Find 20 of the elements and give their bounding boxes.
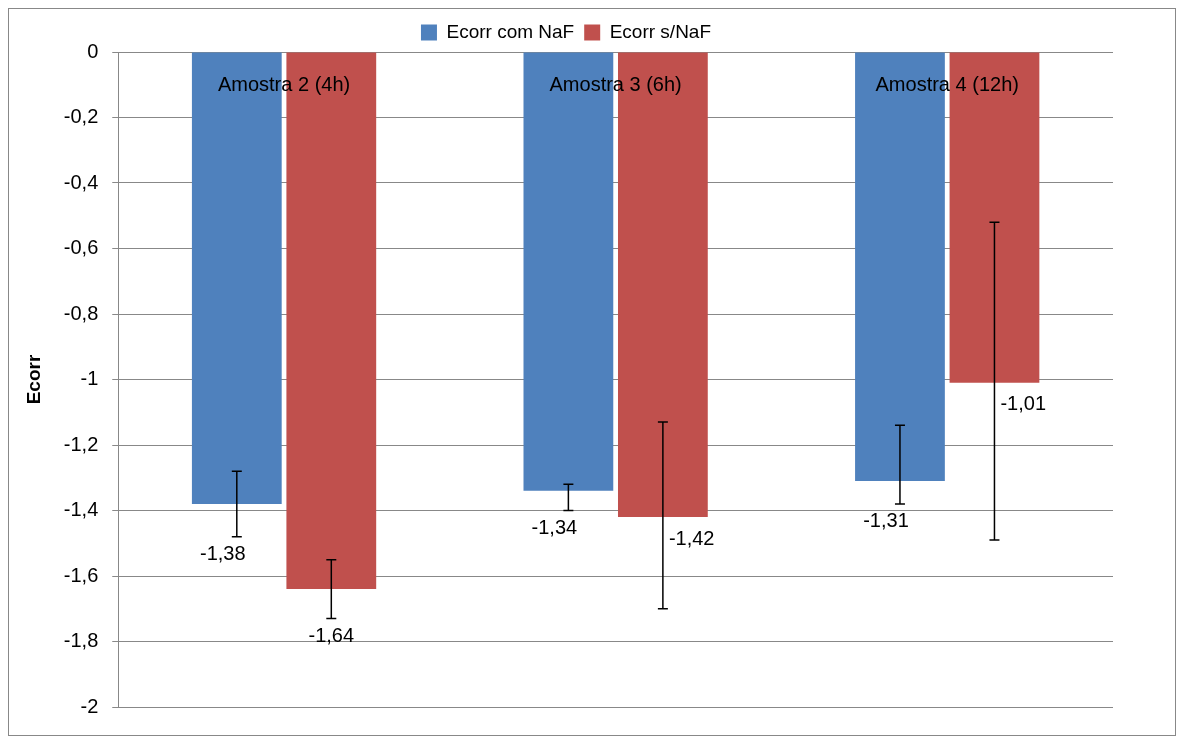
data-label: -1,42: [668, 526, 715, 549]
y-tick-label: -1,2: [63, 432, 99, 455]
data-label: -1,31: [863, 509, 909, 532]
y-tick-label: -1: [80, 367, 99, 390]
data-label: -1,38: [200, 542, 246, 565]
data-label: -1,34: [531, 516, 578, 539]
y-tick-label: -1,4: [63, 498, 99, 521]
legend-label: Ecorr s/NaF: [609, 20, 712, 42]
y-axis-title: Ecorr: [22, 354, 44, 405]
legend-label: Ecorr com NaF: [446, 20, 575, 42]
y-tick-label: -2: [80, 694, 99, 717]
y-tick-label: -0,6: [63, 236, 99, 259]
y-tick-label: -0,2: [63, 105, 99, 128]
y-tick-label: -1,6: [63, 563, 99, 586]
y-tick-label: -0,8: [63, 301, 99, 324]
y-tick-label: 0: [87, 39, 99, 62]
data-label: -1,01: [1000, 392, 1047, 415]
data-label: -1,64: [308, 624, 355, 647]
y-tick-label: -0,4: [63, 170, 99, 193]
y-tick-label: -1,8: [63, 629, 99, 652]
